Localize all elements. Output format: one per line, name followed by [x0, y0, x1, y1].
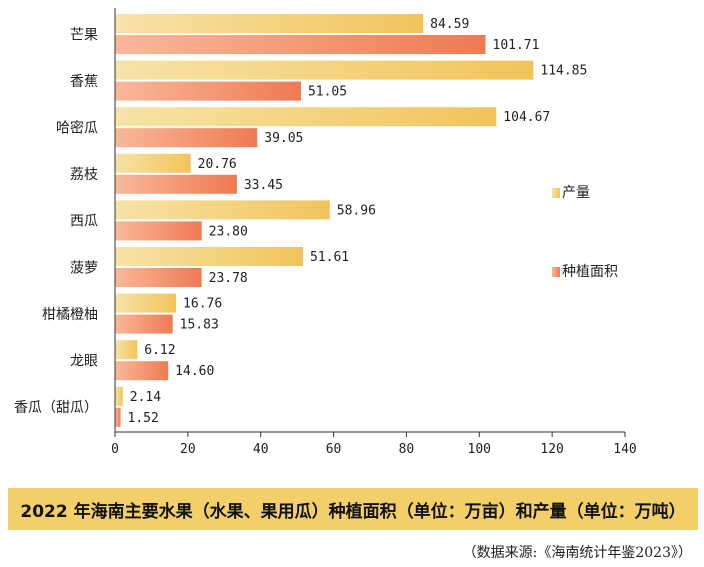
x-tick-label: 100	[468, 442, 491, 457]
production-legend-label: 产量	[562, 185, 590, 201]
area-legend-label: 种植面积	[562, 264, 618, 280]
area-bar	[115, 268, 202, 287]
category-label: 香瓜（甜瓜）	[14, 400, 98, 416]
production-value-label: 114.85	[540, 64, 587, 79]
category-label: 菠萝	[70, 260, 98, 276]
x-tick-label: 0	[111, 442, 119, 457]
area-value-label: 23.80	[209, 224, 248, 239]
production-value-label: 20.76	[198, 157, 237, 172]
production-value-label: 51.61	[310, 250, 349, 265]
category-label: 香蕉	[70, 74, 98, 90]
category-label: 荔枝	[70, 167, 98, 183]
production-value-label: 6.12	[144, 343, 175, 358]
area-value-label: 14.60	[175, 364, 214, 379]
area-value-label: 39.05	[264, 131, 303, 146]
chart-title: 2022 年海南主要水果（水果、果用瓜）种植面积（单位：万亩）和产量（单位：万吨…	[8, 488, 698, 530]
area-value-label: 15.83	[180, 318, 219, 333]
category-label: 芒果	[70, 27, 98, 43]
production-bar	[115, 340, 138, 360]
bar-chart: 芒果 84.59 101.71 香蕉 114.85 51.05 哈密瓜 104.67 39.05…	[14, 8, 637, 457]
x-axis: 0 20 40 60 80 100 120 140	[111, 8, 637, 457]
area-value-label: 23.78	[209, 271, 248, 286]
x-tick-label: 120	[540, 442, 563, 457]
category-label: 柑橘橙柚	[42, 307, 98, 323]
area-value-label: 1.52	[128, 411, 159, 426]
x-tick-label: 40	[253, 442, 269, 457]
production-value-label: 2.14	[130, 390, 161, 405]
production-bar	[115, 200, 330, 220]
category-label: 龙眼	[70, 354, 98, 370]
production-legend-swatch	[552, 188, 560, 198]
area-bar	[115, 221, 202, 241]
production-bar	[115, 247, 304, 266]
production-value-label: 84.59	[430, 17, 469, 32]
area-bar	[115, 174, 237, 194]
area-bar	[115, 407, 121, 427]
area-legend-swatch	[552, 267, 560, 277]
production-value-label: 104.67	[503, 110, 550, 125]
area-bar	[115, 35, 486, 54]
production-bar	[115, 60, 534, 80]
bars-layer: 芒果 84.59 101.71 香蕉 114.85 51.05 哈密瓜 104.67 39.05…	[14, 14, 587, 427]
category-label: 西瓜	[70, 214, 98, 230]
production-bar	[115, 386, 123, 406]
x-tick-label: 20	[180, 442, 196, 457]
area-bar	[115, 81, 301, 101]
area-bar	[115, 128, 258, 148]
x-tick-label: 140	[613, 442, 636, 457]
data-source-note: （数据来源:《海南统计年鉴2023》）	[462, 545, 692, 561]
x-tick-label: 60	[326, 442, 342, 457]
area-bar	[115, 314, 173, 334]
production-bar	[115, 14, 424, 33]
production-value-label: 58.96	[337, 203, 376, 218]
area-value-label: 51.05	[308, 85, 347, 100]
x-tick-label: 80	[399, 442, 415, 457]
category-label: 哈密瓜	[56, 120, 98, 137]
production-bar	[115, 153, 191, 173]
production-bar	[115, 293, 177, 313]
production-bar	[115, 107, 497, 127]
area-value-label: 101.71	[493, 38, 540, 53]
area-bar	[115, 361, 169, 381]
area-value-label: 33.45	[244, 178, 283, 193]
production-value-label: 16.76	[183, 297, 222, 312]
